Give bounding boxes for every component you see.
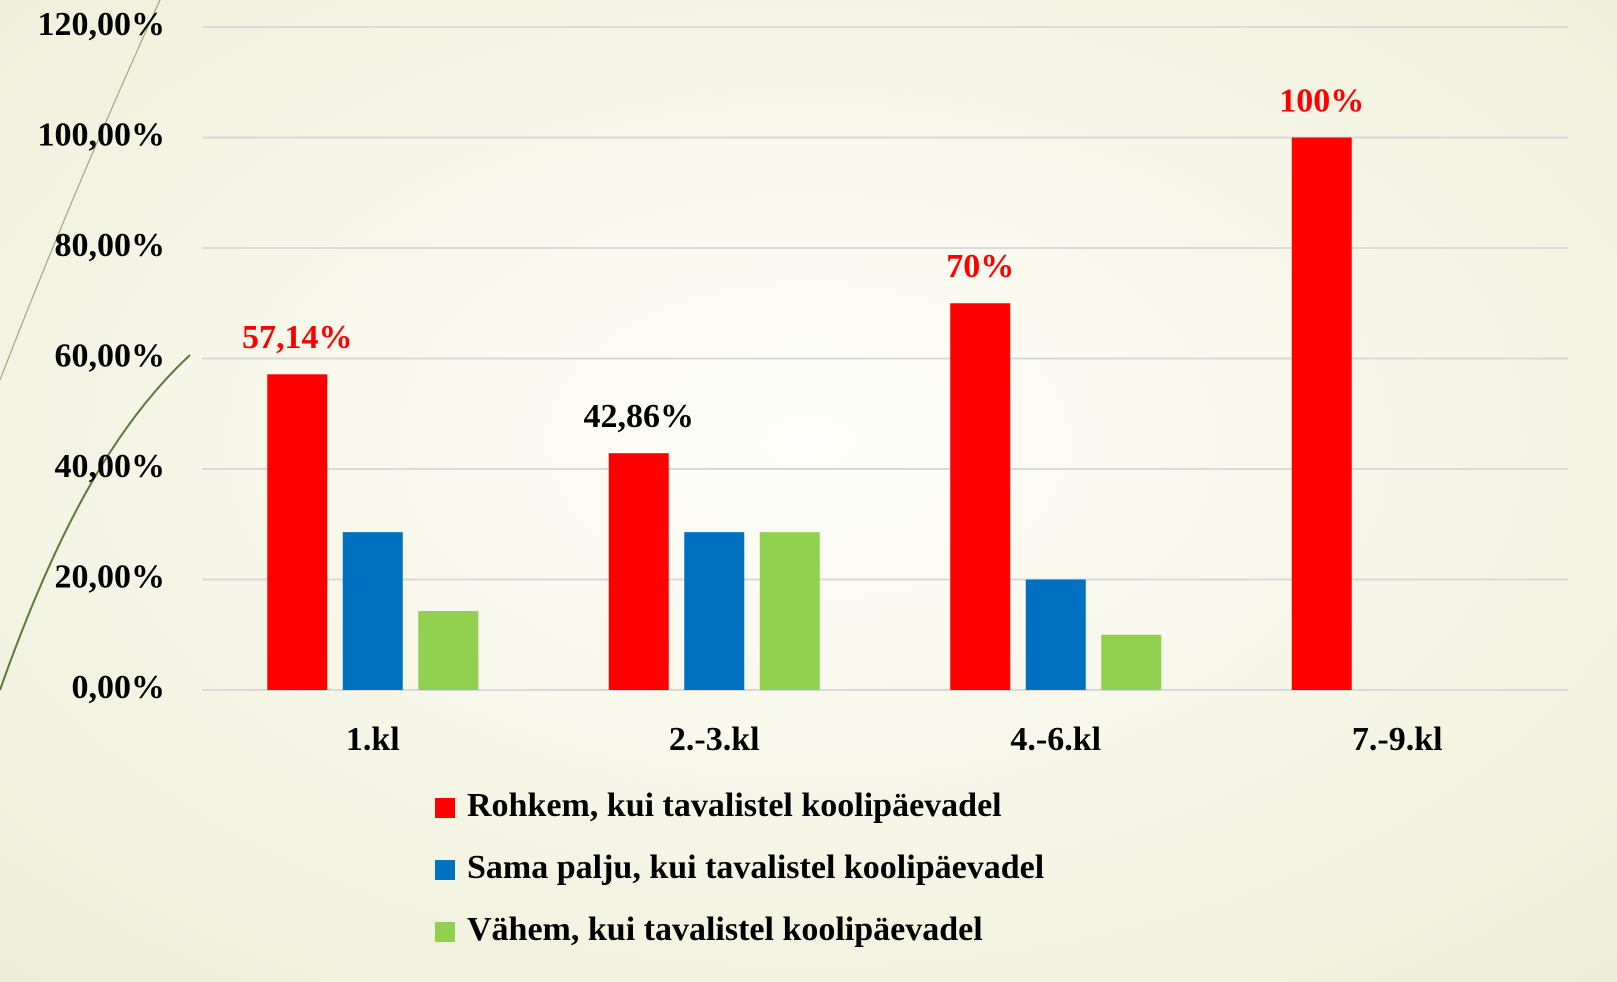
x-tick-label: 1.kl bbox=[346, 721, 400, 758]
legend-label: Sama palju, kui tavalistel koolipäevadel bbox=[467, 849, 1044, 886]
legend-label: Vähem, kui tavalistel koolipäevadel bbox=[467, 911, 983, 948]
bar bbox=[267, 374, 328, 690]
data-label: 57,14% bbox=[242, 319, 353, 356]
bar bbox=[342, 532, 403, 690]
data-label: 100% bbox=[1279, 82, 1364, 119]
decoration bbox=[0, 354, 191, 691]
bar bbox=[1291, 137, 1352, 690]
y-tick-label: 20,00% bbox=[55, 558, 166, 595]
x-tick-label: 7.-9.kl bbox=[1352, 721, 1443, 758]
x-tick-label: 2.-3.kl bbox=[669, 721, 760, 758]
legend-swatch bbox=[435, 922, 455, 942]
bar bbox=[684, 532, 745, 690]
y-tick-label: 60,00% bbox=[55, 337, 166, 374]
bar bbox=[1025, 579, 1086, 690]
data-label: 42,86% bbox=[584, 398, 695, 435]
bar bbox=[759, 532, 820, 690]
y-tick-label: 40,00% bbox=[55, 448, 166, 485]
y-tick-label: 0,00% bbox=[72, 669, 166, 706]
bar bbox=[1101, 634, 1162, 690]
bar bbox=[418, 611, 479, 690]
y-tick-label: 120,00% bbox=[38, 6, 166, 43]
bar bbox=[950, 303, 1011, 690]
x-tick-label: 4.-6.kl bbox=[1010, 721, 1101, 758]
bar bbox=[608, 453, 669, 690]
legend-swatch bbox=[435, 860, 455, 880]
legend-swatch bbox=[435, 798, 455, 818]
legend-label: Rohkem, kui tavalistel koolipäevadel bbox=[467, 787, 1002, 824]
y-tick-label: 80,00% bbox=[55, 227, 166, 264]
decoration bbox=[0, 0, 161, 381]
data-label: 70% bbox=[946, 248, 1014, 285]
y-tick-label: 100,00% bbox=[38, 116, 166, 153]
